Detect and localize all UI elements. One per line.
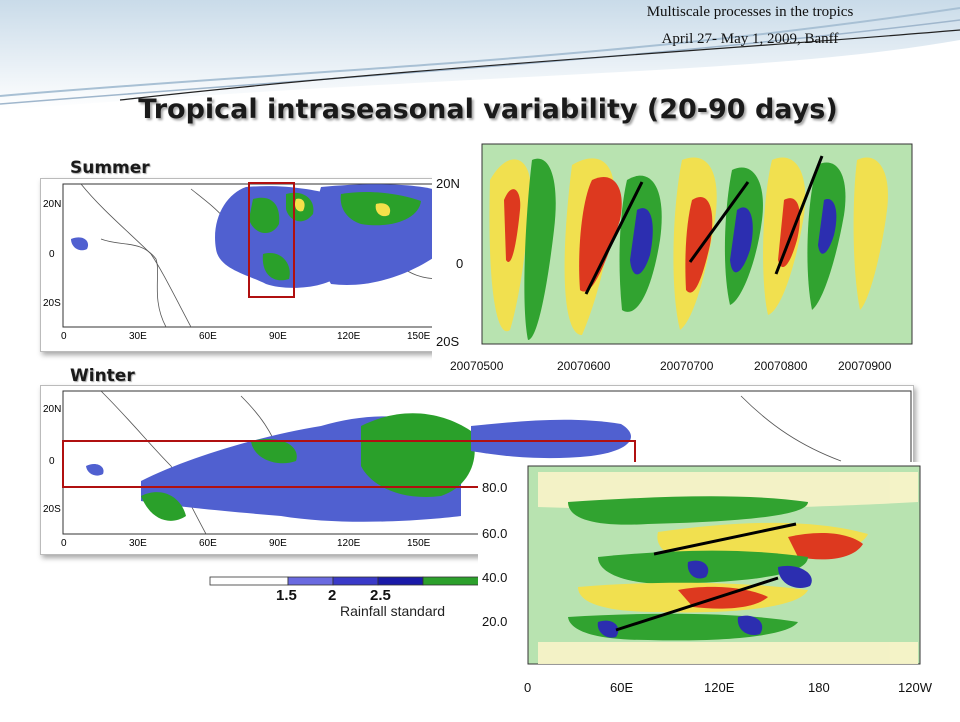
winter-lon-tick: 120E bbox=[337, 538, 361, 549]
time-date-tick: 20070800 bbox=[754, 359, 808, 373]
summer-lon-tick: 30E bbox=[129, 331, 147, 342]
lon-hov-x-tick: 180 bbox=[808, 680, 830, 695]
header-decoration bbox=[0, 0, 960, 110]
colorbar: 1.5 2 2.5 bbox=[209, 576, 486, 604]
lon-hov-y-tick: 40.0 bbox=[482, 570, 507, 585]
summer-lat-tick: 20S bbox=[43, 298, 61, 309]
time-date-tick: 20070600 bbox=[557, 359, 611, 373]
summer-lon-tick: 150E bbox=[407, 331, 431, 342]
time-date-tick: 20070500 bbox=[450, 359, 504, 373]
lon-hov-y-tick: 80.0 bbox=[482, 480, 507, 495]
winter-lon-tick: 0 bbox=[61, 538, 67, 549]
time-latitude-hovmoller: 20N 0 20S 20070500 20070600 20070700 200… bbox=[436, 143, 913, 373]
longitude-hovmoller: 80.0 60.0 40.0 20.0 0 60E 120E 180 120W bbox=[482, 465, 933, 695]
winter-lon-tick: 90E bbox=[269, 538, 287, 549]
time-lat-tick: 20S bbox=[436, 334, 459, 349]
winter-label: Winter bbox=[70, 366, 135, 386]
winter-lat-tick: 0 bbox=[49, 456, 55, 467]
lon-hov-x-tick: 0 bbox=[524, 680, 531, 695]
summer-lon-tick: 0 bbox=[61, 331, 67, 342]
winter-lon-tick: 30E bbox=[129, 538, 147, 549]
summer-lat-tick: 20N bbox=[43, 199, 61, 210]
conference-name: Multiscale processes in the tropics bbox=[646, 4, 854, 20]
winter-lat-tick: 20N bbox=[43, 404, 61, 415]
time-lat-tick: 20N bbox=[436, 176, 460, 191]
summer-lon-tick: 60E bbox=[199, 331, 217, 342]
winter-lat-tick: 20S bbox=[43, 504, 61, 515]
time-date-tick: 20070900 bbox=[838, 359, 892, 373]
longitude-hovmoller-panel: 80.0 60.0 40.0 20.0 0 60E 120E 180 120W bbox=[478, 462, 948, 718]
summer-lon-tick: 120E bbox=[337, 331, 361, 342]
lon-hov-x-tick: 120W bbox=[898, 680, 933, 695]
colorbar-caption: Rainfall standard bbox=[340, 603, 446, 619]
lon-hov-x-tick: 120E bbox=[704, 680, 735, 695]
conference-dates: April 27- May 1, 2009, Banff bbox=[661, 31, 839, 47]
colorbar-tick: 2.5 bbox=[370, 587, 391, 604]
summer-map: 20N 0 20S 0 30E 60E 90E 120E 150E bbox=[43, 182, 469, 342]
lon-hov-y-tick: 60.0 bbox=[482, 526, 507, 541]
lon-hov-x-tick: 60E bbox=[610, 680, 633, 695]
winter-lon-tick: 150E bbox=[407, 538, 431, 549]
time-lat-tick: 0 bbox=[456, 256, 463, 271]
time-date-tick: 20070700 bbox=[660, 359, 714, 373]
lon-hov-y-tick: 20.0 bbox=[482, 614, 507, 629]
colorbar-tick: 2 bbox=[328, 587, 336, 604]
winter-lon-tick: 60E bbox=[199, 538, 217, 549]
slide-title: Tropical intraseasonal variability (20-9… bbox=[138, 94, 838, 125]
summer-label: Summer bbox=[70, 158, 150, 178]
colorbar-tick: 1.5 bbox=[276, 587, 297, 604]
summer-lon-tick: 90E bbox=[269, 331, 287, 342]
summer-map-panel: 20N 0 20S 0 30E 60E 90E 120E 150E bbox=[40, 178, 472, 352]
time-latitude-hovmoller-panel: 20N 0 20S 20070500 20070600 20070700 200… bbox=[432, 140, 917, 378]
summer-lat-tick: 0 bbox=[49, 249, 55, 260]
